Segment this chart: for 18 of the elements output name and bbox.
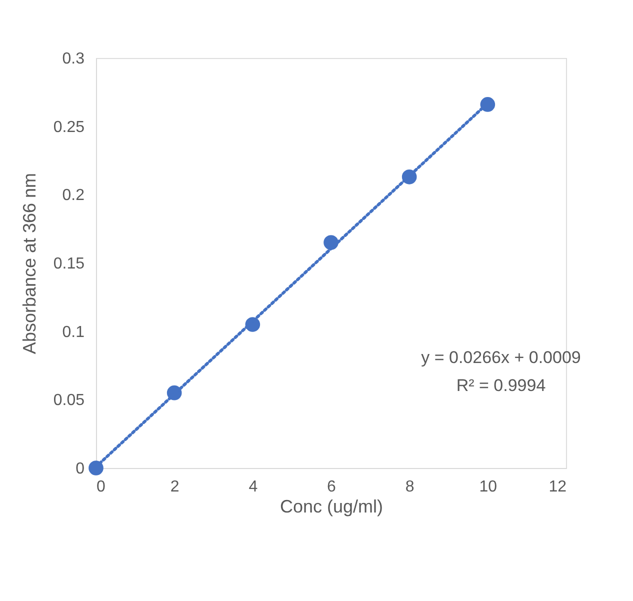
y-tick-label: 0.2 xyxy=(62,187,85,204)
x-axis-title: Conc (ug/ml) xyxy=(280,496,384,516)
y-tick-label: 0 xyxy=(76,460,85,478)
x-tick-label: 8 xyxy=(405,478,414,496)
y-tick-label: 0.25 xyxy=(53,118,85,136)
y-axis-title: Absorbance at 366 nm xyxy=(19,172,40,354)
y-tick-label: 0.05 xyxy=(53,392,85,410)
x-tick-label: 6 xyxy=(327,478,336,496)
y-tick-label: 0.1 xyxy=(62,324,85,341)
y-tick-label: 0.3 xyxy=(62,50,85,68)
x-tick-label: 10 xyxy=(479,478,498,496)
y-tick-label: 0.15 xyxy=(53,256,85,272)
annotation: y = 0.0266x + 0.0009 xyxy=(421,348,581,367)
x-tick-label: 12 xyxy=(548,478,567,496)
annotation: R² = 0.9994 xyxy=(456,376,546,395)
x-tick-label: 4 xyxy=(248,478,258,496)
x-tick-label: 0 xyxy=(96,478,106,496)
x-tick-label: 2 xyxy=(170,478,180,496)
